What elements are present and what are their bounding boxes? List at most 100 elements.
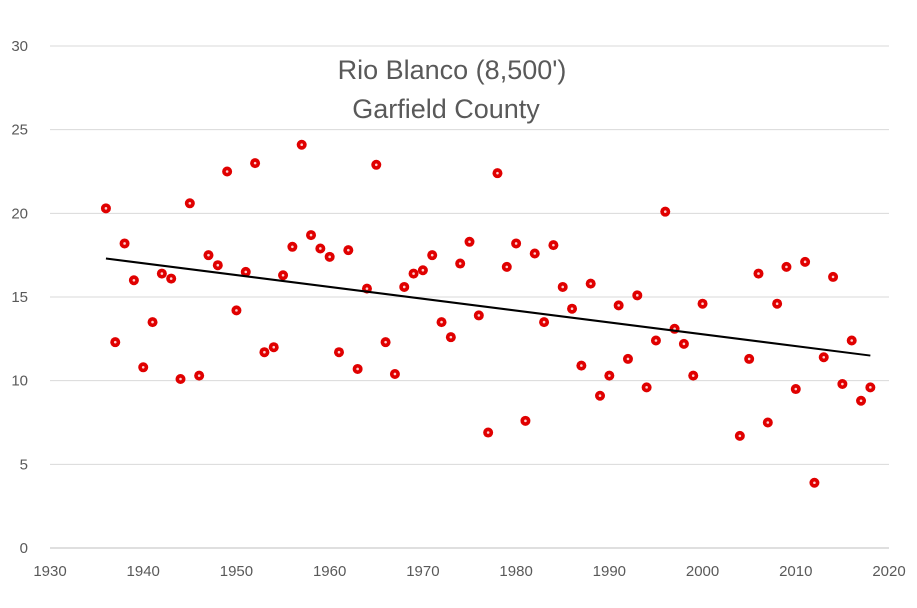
data-point-highlight	[794, 387, 798, 391]
data-point-highlight	[253, 161, 257, 165]
data-point-highlight	[449, 335, 453, 339]
x-tick-label: 2020	[872, 563, 905, 580]
x-tick-label: 1940	[127, 563, 160, 580]
data-point-highlight	[281, 273, 285, 277]
data-point-highlight	[337, 350, 341, 354]
y-axis-tick-labels: 0 5 10 15 20 25 30	[11, 38, 28, 557]
data-point-highlight	[477, 314, 481, 317]
data-point-highlight	[552, 243, 555, 247]
chart-title-line-2: Garfield County	[352, 94, 540, 124]
data-point-highlight	[104, 207, 108, 210]
x-tick-label: 1960	[313, 563, 346, 580]
data-point-highlight	[580, 364, 583, 367]
x-tick-label: 1990	[593, 563, 626, 580]
data-point-highlight	[626, 357, 630, 361]
data-point-highlight	[869, 386, 872, 389]
data-point-highlight	[570, 307, 574, 311]
data-point-highlight	[169, 277, 173, 280]
y-tick-label: 25	[11, 122, 28, 139]
data-point-highlight	[486, 431, 490, 434]
data-point-highlight	[747, 357, 751, 361]
data-point-highlight	[682, 342, 686, 346]
data-point-highlight	[785, 265, 788, 269]
x-tick-label: 2000	[686, 563, 719, 580]
gridlines	[50, 45, 889, 465]
data-point-highlight	[151, 320, 154, 324]
data-point-highlight	[328, 255, 331, 259]
data-point-highlight	[421, 268, 425, 272]
data-point-highlight	[402, 285, 406, 289]
data-point-highlight	[160, 272, 164, 275]
data-point-highlight	[141, 365, 145, 369]
data-point-highlight	[673, 327, 676, 331]
data-point-highlight	[663, 210, 667, 213]
data-point-highlight	[132, 278, 136, 282]
x-tick-label: 1970	[406, 563, 439, 580]
data-point-highlight	[458, 262, 462, 265]
chart-title-line-1: Rio Blanco (8,500')	[338, 55, 567, 85]
data-point-highlight	[430, 253, 434, 257]
data-point-highlight	[803, 260, 807, 264]
data-point-highlight	[235, 309, 238, 312]
data-point-highlight	[691, 374, 695, 377]
data-point-highlight	[598, 394, 602, 398]
data-point-highlight	[188, 201, 192, 205]
data-point-highlight	[179, 377, 182, 381]
data-point-highlight	[113, 340, 117, 344]
data-point-highlight	[831, 275, 835, 279]
y-tick-label: 5	[20, 456, 28, 473]
data-point-highlight	[533, 252, 537, 255]
data-point-highlight	[347, 248, 350, 252]
data-point-highlight	[617, 304, 620, 307]
data-point-highlight	[412, 272, 415, 275]
data-point-highlight	[365, 287, 369, 290]
data-point-highlight	[654, 339, 658, 342]
data-point-highlight	[542, 320, 546, 324]
data-point-highlight	[197, 374, 201, 377]
data-point-highlight	[496, 171, 499, 175]
x-tick-label: 1980	[499, 563, 532, 580]
data-point-highlight	[216, 263, 220, 267]
data-point-highlight	[263, 350, 266, 354]
data-point-highlight	[272, 345, 276, 349]
data-point-highlight	[701, 302, 704, 305]
data-point-highlight	[822, 355, 826, 359]
data-point-highlight	[300, 143, 304, 147]
x-axis-tick-labels: 1930 1940 1950 1960 1970 1980 1990 2000 2010 2020	[33, 563, 905, 580]
x-tick-label: 1950	[220, 563, 253, 580]
data-point-highlight	[775, 302, 779, 305]
data-point-highlight	[738, 434, 742, 438]
data-point-highlight	[468, 240, 471, 244]
data-point-highlight	[561, 285, 565, 289]
data-point-highlight	[309, 233, 313, 237]
data-point-highlight	[859, 399, 863, 403]
trendline	[105, 257, 871, 357]
data-point-highlight	[766, 421, 770, 424]
data-points	[100, 139, 876, 488]
y-tick-label: 15	[11, 289, 28, 306]
data-point-highlight	[393, 372, 397, 376]
data-point-highlight	[207, 253, 210, 257]
data-point-highlight	[505, 265, 509, 269]
data-point-highlight	[440, 320, 443, 324]
data-point-highlight	[636, 294, 639, 297]
data-point-highlight	[384, 340, 387, 344]
x-tick-label: 1930	[33, 563, 66, 580]
y-tick-label: 0	[20, 540, 28, 557]
data-point-highlight	[813, 481, 816, 485]
x-tick-label: 2010	[779, 563, 812, 580]
data-point-highlight	[514, 242, 518, 245]
data-point-highlight	[589, 282, 592, 285]
y-tick-label: 10	[11, 373, 28, 390]
data-point-highlight	[244, 270, 248, 274]
data-point-highlight	[524, 419, 527, 423]
data-point-highlight	[757, 272, 760, 275]
data-point-highlight	[356, 367, 359, 371]
data-point-highlight	[319, 247, 322, 250]
data-point-highlight	[841, 382, 844, 386]
data-point-highlight	[645, 386, 648, 389]
data-point-highlight	[123, 242, 126, 245]
data-point-highlight	[225, 170, 229, 173]
data-point-highlight	[291, 245, 294, 249]
